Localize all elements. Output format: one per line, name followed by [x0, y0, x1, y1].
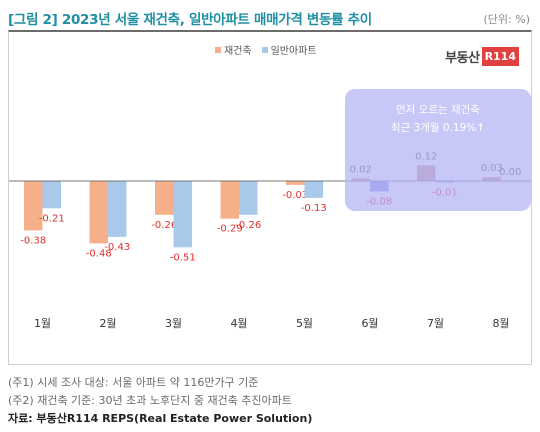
bar-1-4 [220, 181, 239, 219]
legend-swatch-series-1 [215, 46, 221, 53]
x-tick-label-6: 6월 [361, 317, 378, 330]
x-tick-label-8: 8월 [492, 317, 509, 330]
bar-1-5 [286, 181, 305, 185]
data-label-1-5: -0.03 [282, 190, 308, 201]
legend-item-series-1: 재건축 [215, 42, 252, 57]
bar-2-5 [304, 181, 323, 198]
unit-label: (단위: %) [483, 13, 530, 26]
legend: 재건축 일반아파트 [215, 42, 317, 57]
x-tick-label-5: 5월 [296, 317, 313, 330]
source-note: 자료: 부동산R114 REPS(Real Estate Power Solut… [8, 412, 313, 425]
brand-logo: 부동산 R114 [445, 47, 519, 66]
legend-item-series-2: 일반아파트 [261, 42, 317, 57]
bar-1-1 [24, 181, 43, 231]
x-tick-label-2: 2월 [99, 317, 116, 330]
chart-frame [8, 30, 532, 365]
data-label-1-4: -0.29 [217, 224, 243, 235]
data-label-1-2: -0.48 [86, 248, 112, 259]
legend-label-series-2: 일반아파트 [270, 46, 317, 57]
data-label-1-1: -0.38 [20, 235, 46, 246]
bar-2-4 [239, 181, 258, 215]
bar-1-2 [89, 181, 108, 244]
bar-2-3 [173, 181, 192, 248]
logo-text: 부동산 [445, 51, 480, 66]
callout-line-1: 먼저 오르는 재건축 [396, 104, 480, 116]
footnote-1: (주1) 시세 조사 대상: 서울 아파트 약 116만가구 기준 [8, 376, 259, 389]
callout-box: 먼저 오르는 재건축 최근 3개월 0.19%↑ [345, 89, 531, 211]
callout-line-2: 최근 3개월 0.19%↑ [390, 122, 486, 134]
legend-swatch-series-2 [261, 46, 268, 53]
logo-badge: R114 [481, 47, 519, 66]
data-label-2-3: -0.51 [170, 252, 196, 263]
bar-2-2 [108, 181, 127, 237]
data-label-2-4: -0.26 [235, 220, 261, 231]
chart-title: [그림 2] 2023년 서울 재건축, 일반아파트 매매가격 변동률 추이 [8, 12, 372, 28]
data-label-1-3: -0.26 [151, 220, 177, 231]
bar-1-3 [155, 181, 174, 215]
x-tick-label-4: 4월 [230, 317, 247, 330]
x-tick-label-3: 3월 [165, 317, 182, 330]
footnote-2: (주2) 재건축 기준: 30년 초과 노후단지 중 재건축 추진아파트 [8, 394, 292, 407]
footnotes: (주1) 시세 조사 대상: 서울 아파트 약 116만가구 기준 (주2) 재… [8, 374, 312, 428]
x-tick-label-7: 7월 [427, 317, 444, 330]
data-label-2-1: -0.21 [39, 213, 65, 224]
legend-label-series-1: 재건축 [224, 46, 252, 57]
bar-2-1 [42, 181, 61, 209]
data-label-2-5: -0.13 [301, 203, 327, 214]
data-label-2-2: -0.43 [104, 242, 130, 253]
x-tick-label-1: 1월 [34, 317, 51, 330]
